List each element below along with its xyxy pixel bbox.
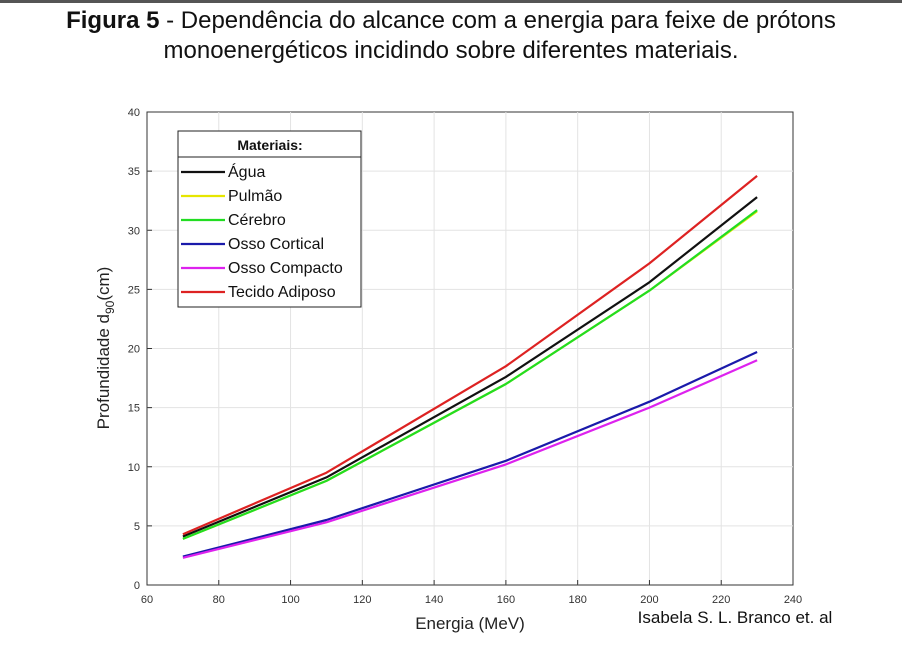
y-axis-label-sub: 90 — [103, 300, 117, 314]
series-line-3 — [182, 209, 758, 540]
x-tick-label: 240 — [784, 594, 802, 606]
legend-label-2: Pulmão — [228, 188, 282, 205]
x-tick-label: 160 — [497, 594, 515, 606]
x-tick-label: 140 — [425, 594, 443, 606]
top-border — [0, 0, 902, 3]
figure-label: Figura 5 — [66, 7, 160, 34]
series-line-4 — [182, 351, 758, 558]
legend-label-5: Osso Compacto — [228, 260, 343, 277]
legend: Materiais: Água Pulmão Cérebro Osso Cortica… — [177, 130, 362, 308]
y-axis-ticks: 0 5 10 15 20 25 30 35 40 — [128, 107, 152, 592]
figure-caption: Figura 5 - Dependência do alcance com a … — [0, 6, 902, 66]
x-axis-ticks: 60 80 100 120 140 160 180 200 220 240 — [141, 580, 802, 606]
y-tick-label: 15 — [128, 403, 140, 415]
x-tick-label: 120 — [353, 594, 371, 606]
y-tick-label: 20 — [128, 344, 140, 356]
y-tick-label: 10 — [128, 462, 140, 474]
y-axis-label-unit: (cm) — [94, 267, 113, 301]
y-tick-label: 25 — [128, 284, 140, 296]
legend-label-3: Cérebro — [228, 212, 286, 229]
x-tick-label: 200 — [640, 594, 658, 606]
series-line-1 — [182, 196, 758, 538]
legend-title: Materiais: — [237, 137, 302, 153]
y-tick-label: 0 — [134, 580, 140, 592]
y-axis-label: Profundidade d90(cm) — [94, 267, 117, 430]
x-tick-label: 100 — [281, 594, 299, 606]
legend-label-6: Tecido Adiposo — [228, 284, 336, 301]
y-tick-label: 40 — [128, 107, 140, 119]
x-axis-label: Energia (MeV) — [415, 614, 525, 633]
legend-label-4: Osso Cortical — [228, 236, 324, 253]
series-line-5 — [182, 359, 758, 559]
y-tick-label: 5 — [134, 521, 140, 533]
legend-label-1: Água — [228, 162, 265, 181]
y-tick-label: 30 — [128, 225, 140, 237]
y-tick-label: 35 — [128, 166, 140, 178]
x-tick-label: 60 — [141, 594, 153, 606]
y-axis-label-main: Profundidade d — [94, 314, 113, 429]
x-tick-label: 80 — [213, 594, 225, 606]
x-tick-label: 220 — [712, 594, 730, 606]
author-credit: Isabela S. L. Branco et. al — [637, 608, 833, 627]
caption-text: - Dependência do alcance com a energia p… — [159, 7, 836, 64]
series-lines — [182, 175, 758, 559]
x-tick-label: 180 — [568, 594, 586, 606]
series-line-6 — [182, 175, 758, 536]
